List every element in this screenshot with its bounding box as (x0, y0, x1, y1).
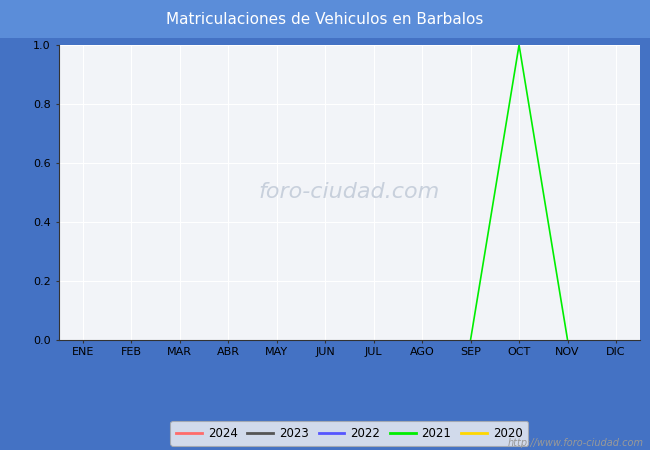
Legend: 2024, 2023, 2022, 2021, 2020: 2024, 2023, 2022, 2021, 2020 (170, 421, 528, 446)
Text: foro-ciudad.com: foro-ciudad.com (259, 182, 440, 202)
Text: http://www.foro-ciudad.com: http://www.foro-ciudad.com (508, 438, 644, 448)
Text: Matriculaciones de Vehiculos en Barbalos: Matriculaciones de Vehiculos en Barbalos (166, 12, 484, 27)
